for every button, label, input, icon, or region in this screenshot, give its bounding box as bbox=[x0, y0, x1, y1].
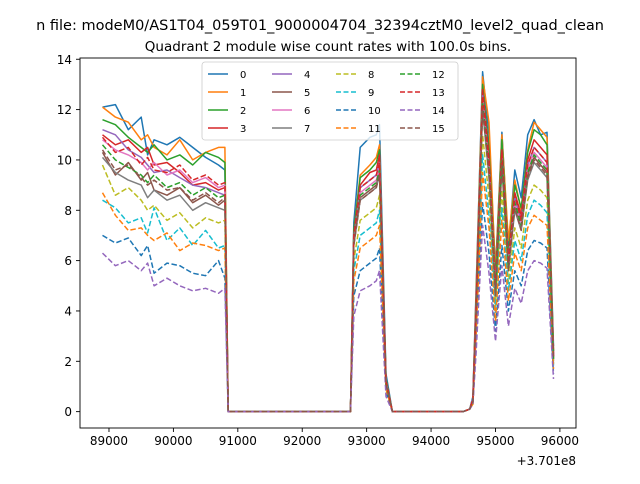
legend-label-14: 14 bbox=[432, 106, 445, 117]
x-tick-label: 92000 bbox=[283, 434, 321, 448]
legend-label-1: 1 bbox=[240, 88, 246, 99]
legend-label-9: 9 bbox=[368, 88, 374, 99]
y-tick-label: 4 bbox=[64, 304, 72, 318]
legend-label-0: 0 bbox=[240, 70, 246, 81]
legend-label-7: 7 bbox=[304, 124, 310, 135]
legend-label-5: 5 bbox=[304, 88, 310, 99]
series-line-1 bbox=[102, 76, 555, 413]
legend-label-12: 12 bbox=[432, 70, 445, 81]
legend-label-8: 8 bbox=[368, 70, 374, 81]
y-tick-label: 14 bbox=[57, 53, 72, 67]
legend-label-6: 6 bbox=[304, 106, 310, 117]
y-tick-label: 2 bbox=[64, 355, 72, 369]
legend-label-11: 11 bbox=[368, 124, 381, 135]
y-axis: 0 2 4 6 8 10 12 14 bbox=[57, 53, 80, 419]
legend-label-2: 2 bbox=[240, 106, 246, 117]
legend-box bbox=[201, 61, 459, 141]
y-tick-label: 8 bbox=[64, 204, 72, 218]
legend-label-13: 13 bbox=[432, 88, 445, 99]
series-line-14 bbox=[101, 224, 555, 413]
y-tick-label: 0 bbox=[64, 405, 72, 419]
x-tick-label: 91000 bbox=[219, 434, 257, 448]
y-tick-label: 6 bbox=[64, 254, 72, 268]
x-tick-label: 90000 bbox=[154, 434, 192, 448]
legend-label-4: 4 bbox=[304, 70, 310, 81]
y-tick-label: 12 bbox=[57, 103, 72, 117]
chart-title: Quadrant 2 module wise count rates with … bbox=[145, 39, 511, 55]
series-lines bbox=[101, 71, 555, 413]
x-tick-label: 96000 bbox=[541, 434, 579, 448]
series-line-15 bbox=[101, 108, 555, 413]
legend-label-10: 10 bbox=[368, 106, 381, 117]
x-tick-label: 89000 bbox=[90, 434, 128, 448]
series-line-9 bbox=[102, 154, 555, 413]
x-axis: 89000 90000 91000 92000 93000 94000 95000 96000 bbox=[90, 428, 579, 448]
figure-suptitle: n file: modeM0/AS1T04_059T01_9000004704_… bbox=[36, 18, 604, 34]
legend-label-3: 3 bbox=[240, 124, 246, 135]
x-tick-label: 94000 bbox=[412, 434, 450, 448]
series-line-11 bbox=[101, 171, 555, 413]
series-line-13 bbox=[101, 91, 555, 413]
x-tick-label: 93000 bbox=[348, 434, 386, 448]
series-line-8 bbox=[101, 134, 555, 413]
x-offset-label: +3.701e8 bbox=[517, 454, 576, 468]
series-line-7 bbox=[101, 108, 555, 413]
x-tick-label: 95000 bbox=[476, 434, 514, 448]
y-tick-label: 10 bbox=[57, 153, 72, 167]
legend-label-15: 15 bbox=[432, 124, 445, 135]
series-line-10 bbox=[102, 201, 555, 413]
plot-frame bbox=[79, 57, 577, 429]
